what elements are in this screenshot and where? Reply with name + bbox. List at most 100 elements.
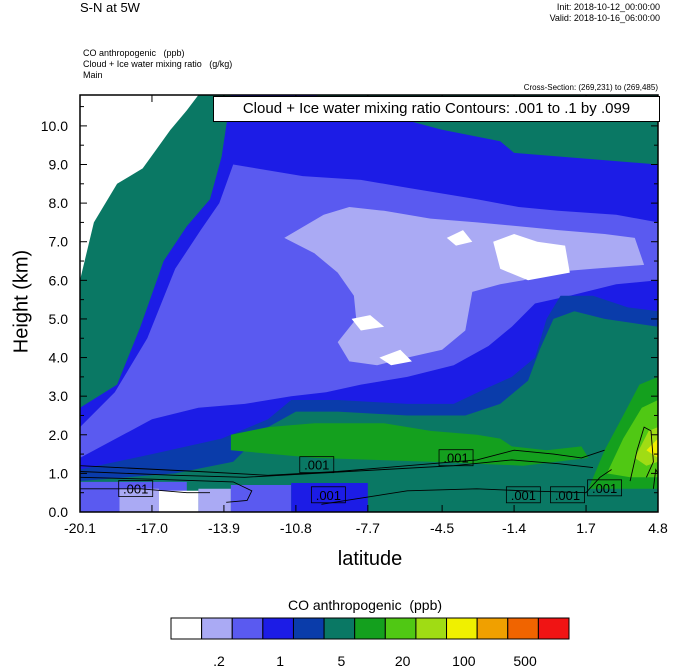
field-co: CO anthropogenic (ppb)	[83, 48, 185, 58]
init-time: Init: 2018-10-12_00:00:00	[556, 2, 660, 12]
y-tick-label: 2.0	[49, 427, 69, 443]
colorbar-swatch-2	[231, 617, 264, 640]
contour-label-text: .001	[592, 481, 617, 496]
contour-label-text: .001	[304, 458, 329, 473]
contour-label-3: .001	[438, 449, 474, 467]
heatmap-region-20	[291, 483, 368, 512]
heatmap-region-6	[351, 315, 385, 331]
contour-label-box	[310, 486, 346, 504]
heatmap-region-5	[493, 234, 570, 281]
contour-line-6	[652, 468, 658, 489]
colorbar-swatch-6	[354, 617, 386, 640]
contour-line-4	[321, 469, 612, 505]
y-tick-label: 3.0	[49, 388, 69, 404]
contour-label-5: .001	[550, 486, 585, 504]
contour-lines	[80, 426, 658, 505]
colorbar-swatch-4	[292, 617, 325, 640]
y-tick-label: 10.0	[41, 118, 68, 134]
heatmap-region-17	[158, 490, 199, 512]
x-tick-label: -10.8	[280, 520, 312, 536]
colorbar-swatch-8	[415, 617, 448, 640]
colorbar-label: .2	[213, 653, 225, 668]
colorbar-swatch-3	[262, 617, 294, 640]
contour-label-text: .001	[123, 482, 148, 497]
colorbar-swatch-10	[476, 617, 509, 640]
colorbar-label: 100	[452, 653, 476, 668]
contour-label-0: .001	[118, 480, 154, 498]
y-tick-label: 6.0	[49, 272, 69, 288]
contour-label-text: .001	[555, 488, 580, 503]
x-tick-label: -7.7	[356, 520, 380, 536]
valid-time: Valid: 2018-10-16_06:00:00	[549, 13, 660, 23]
plot-frame	[79, 94, 659, 513]
colorbar-swatch-9	[446, 617, 478, 640]
x-tick-label: -4.5	[430, 520, 454, 536]
x-tick-label: 4.8	[648, 520, 668, 536]
contour-label-text: .001	[443, 451, 468, 466]
init-valid-times: Init: 2018-10-12_00:00:00 Valid: 2018-10…	[550, 2, 660, 24]
y-axis-label: Height (km)	[10, 249, 33, 354]
x-tick-label: 1.7	[576, 520, 596, 536]
colorbar-title: CO anthropogenic (ppb)	[287, 597, 443, 613]
y-tick-label: 5.0	[49, 311, 69, 327]
colorbar-swatch-7	[384, 617, 417, 640]
field-main: Main	[83, 70, 103, 80]
contour-label-1: .001	[299, 456, 335, 474]
x-tick-label: -20.1	[64, 520, 96, 536]
heatmap-region-19	[230, 485, 292, 512]
contour-label-6: .001	[587, 479, 623, 497]
y-tick-label: 0.0	[49, 504, 69, 520]
cross-section-label: Cross-Section: (269,231) to (269,485)	[523, 83, 658, 92]
y-axis-ticks: 0.0 1.0 2.0 3.0 4.0 5.0 6.0 7.0 8.0 9.0 10.0	[41, 106, 658, 520]
contour-line-2	[80, 476, 253, 503]
x-tick-label: -17.0	[136, 520, 168, 536]
colorbar-label: 1	[276, 653, 284, 668]
x-tick-label: -1.4	[502, 520, 526, 536]
x-axis-label: latitude	[337, 548, 403, 570]
heatmap-region-7	[379, 349, 412, 366]
heatmap-region-10	[230, 423, 589, 466]
colorbar-label: 5	[337, 653, 345, 668]
contour-line-5	[629, 426, 654, 482]
contour-line-1	[80, 459, 594, 478]
colorbar-swatch-5	[323, 617, 356, 640]
colorbar-swatch-11	[507, 617, 539, 640]
heatmap-region-13	[634, 427, 658, 466]
colorbar-label: 20	[395, 653, 411, 668]
heatmap-regions	[80, 95, 658, 512]
y-tick-label: 4.0	[49, 350, 69, 366]
contour-label-box	[505, 486, 541, 504]
y-tick-label: 1.0	[49, 465, 69, 481]
colorbar-swatch-12	[537, 617, 570, 640]
colorbar-swatch-1	[201, 617, 233, 640]
heatmap-region-18	[198, 488, 231, 512]
contour-info-box: Cloud + Ice water mixing ratio Contours:…	[213, 96, 660, 122]
contour-label-box	[299, 456, 335, 474]
plot-title: S-N at 5W	[80, 0, 140, 15]
heatmap-region-4	[446, 230, 473, 246]
y-tick-label: 9.0	[49, 157, 69, 173]
field-descriptions: CO anthropogenic (ppb) Cloud + Ice water…	[83, 48, 232, 81]
contour-label-4: .001	[505, 486, 541, 504]
contour-label-text: .001	[316, 488, 341, 503]
heatmap-region-16	[119, 488, 159, 512]
contour-line-0	[80, 449, 605, 476]
colorbar: .2 1 5 20 100 500	[170, 617, 570, 668]
heatmap-region-3	[80, 95, 199, 281]
x-axis-ticks: -20.1 -17.0 -13.9 -10.8 -7.7 -4.5 -1.4 1.7 4.8	[64, 95, 668, 536]
contour-label-box	[118, 480, 154, 498]
x-tick-label: -13.9	[208, 520, 240, 536]
contour-label-box	[587, 479, 623, 497]
colorbar-swatch-0	[170, 617, 203, 640]
field-cloud: Cloud + Ice water mixing ratio (g/kg)	[83, 59, 233, 69]
contour-label-2: .001	[310, 486, 346, 504]
y-tick-label: 8.0	[49, 195, 69, 211]
contour-line-3	[80, 488, 210, 494]
colorbar-label: 500	[513, 653, 537, 668]
contour-labels: .001 .001 .001 .001 .001 .001 .001	[118, 449, 623, 504]
contour-label-box	[550, 486, 585, 504]
contour-label-box	[438, 449, 474, 467]
y-tick-label: 7.0	[49, 234, 69, 250]
contour-label-text: .001	[511, 488, 536, 503]
